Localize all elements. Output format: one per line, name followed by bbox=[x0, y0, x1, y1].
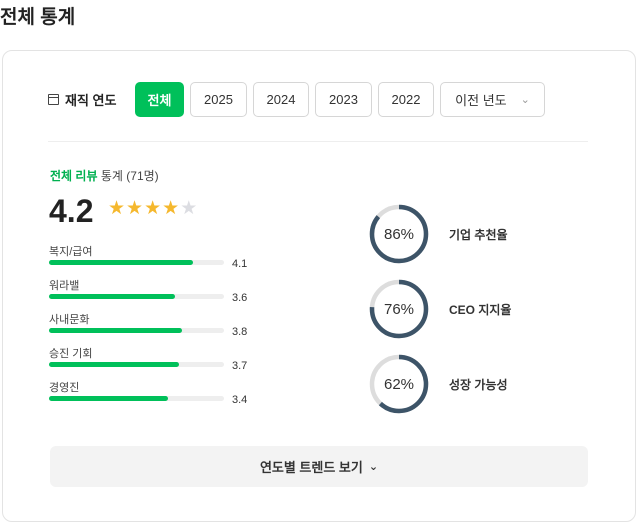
bar-fill bbox=[49, 328, 182, 333]
ring-percent: 86% bbox=[383, 225, 415, 243]
category-label: 승진 기회 bbox=[49, 348, 93, 360]
previous-years-dropdown[interactable]: 이전 년도 ⌄ bbox=[440, 82, 545, 117]
category-bar: 워라밸 3.6 bbox=[49, 277, 259, 311]
donut-arc bbox=[369, 279, 429, 339]
bar-fill bbox=[49, 260, 193, 265]
ring-stat: 62% 성장 가능성 bbox=[368, 353, 508, 415]
category-value: 3.8 bbox=[232, 326, 248, 338]
bar-track bbox=[49, 396, 224, 401]
donut-chart bbox=[369, 204, 429, 264]
category-bar: 승진 기회 3.7 bbox=[49, 345, 259, 379]
filter-2022-button[interactable]: 2022 bbox=[378, 82, 434, 117]
filter-2023-button[interactable]: 2023 bbox=[315, 82, 372, 117]
category-label: 복지/급여 bbox=[49, 246, 93, 258]
donut-chart bbox=[369, 279, 429, 339]
chevron-down-icon: ⌄ bbox=[368, 461, 379, 473]
filter-all-button[interactable]: 전체 bbox=[135, 82, 184, 117]
star-filled-icon: ★ bbox=[144, 198, 162, 219]
star-filled-icon: ★ bbox=[108, 198, 126, 219]
bar-track bbox=[49, 362, 224, 367]
summary-title: 전체 리뷰 통계 (71명) bbox=[50, 167, 159, 184]
ring-percent: 76% bbox=[383, 300, 415, 318]
star-filled-icon: ★ bbox=[126, 198, 144, 219]
bar-track bbox=[49, 294, 224, 299]
category-value: 3.6 bbox=[232, 292, 248, 304]
calendar-icon bbox=[48, 94, 59, 105]
category-value: 3.7 bbox=[232, 360, 248, 372]
trend-button-label: 연도별 트렌드 보기 bbox=[259, 460, 363, 475]
filter-2024-button[interactable]: 2024 bbox=[253, 82, 309, 117]
ring-label: 기업 추천율 bbox=[449, 227, 508, 242]
bar-track bbox=[49, 260, 224, 265]
star-rating: ★ ★ ★ ★ ★ bbox=[108, 199, 198, 219]
ring-stat: 86% 기업 추천율 bbox=[368, 203, 508, 265]
star-filled-icon: ★ bbox=[162, 198, 180, 219]
star-empty-icon: ★ bbox=[180, 198, 198, 219]
summary-title-accent: 전체 리뷰 bbox=[50, 169, 98, 183]
filter-label-text: 재직 연도 bbox=[65, 93, 117, 108]
donut-arc bbox=[369, 204, 429, 264]
ring-label: 성장 가능성 bbox=[449, 377, 508, 392]
summary-title-rest: 통계 bbox=[100, 169, 123, 183]
category-label: 사내문화 bbox=[49, 314, 90, 326]
divider bbox=[48, 141, 588, 142]
bar-fill bbox=[49, 294, 175, 299]
donut-arc bbox=[369, 354, 429, 414]
donut-chart bbox=[369, 354, 429, 414]
bar-fill bbox=[49, 396, 168, 401]
ring-percent: 62% bbox=[383, 375, 415, 393]
category-bar: 복지/급여 4.1 bbox=[49, 243, 259, 277]
category-value: 4.1 bbox=[232, 258, 248, 270]
category-label: 경영진 bbox=[49, 382, 80, 394]
overall-score: 4.2 bbox=[49, 193, 94, 229]
stats-card bbox=[2, 50, 636, 522]
ring-label: CEO 지지율 bbox=[449, 302, 512, 317]
bar-fill bbox=[49, 362, 179, 367]
chevron-down-icon: ⌄ bbox=[520, 94, 530, 106]
ring-stat: 76% CEO 지지율 bbox=[368, 278, 511, 340]
review-count: (71명) bbox=[126, 169, 159, 183]
yearly-trend-button[interactable]: 연도별 트렌드 보기 ⌄ bbox=[50, 446, 588, 487]
page-title: 전체 통계 bbox=[0, 7, 76, 28]
filter-label: 재직 연도 bbox=[48, 90, 135, 109]
category-bar: 사내문화 3.8 bbox=[49, 311, 259, 345]
category-value: 3.4 bbox=[232, 394, 248, 406]
filter-2025-button[interactable]: 2025 bbox=[190, 82, 247, 117]
dropdown-label: 이전 년도 bbox=[455, 93, 507, 108]
category-label: 워라밸 bbox=[49, 280, 80, 292]
category-bar: 경영진 3.4 bbox=[49, 379, 259, 413]
year-filter: 재직 연도 전체 2025 2024 2023 2022 이전 년도 ⌄ bbox=[48, 82, 551, 117]
bar-track bbox=[49, 328, 224, 333]
category-bars: 복지/급여 4.1 워라밸 3.6 사내문화 3.8 승진 기회 3.7 경영진 3.4 bbox=[49, 243, 259, 413]
